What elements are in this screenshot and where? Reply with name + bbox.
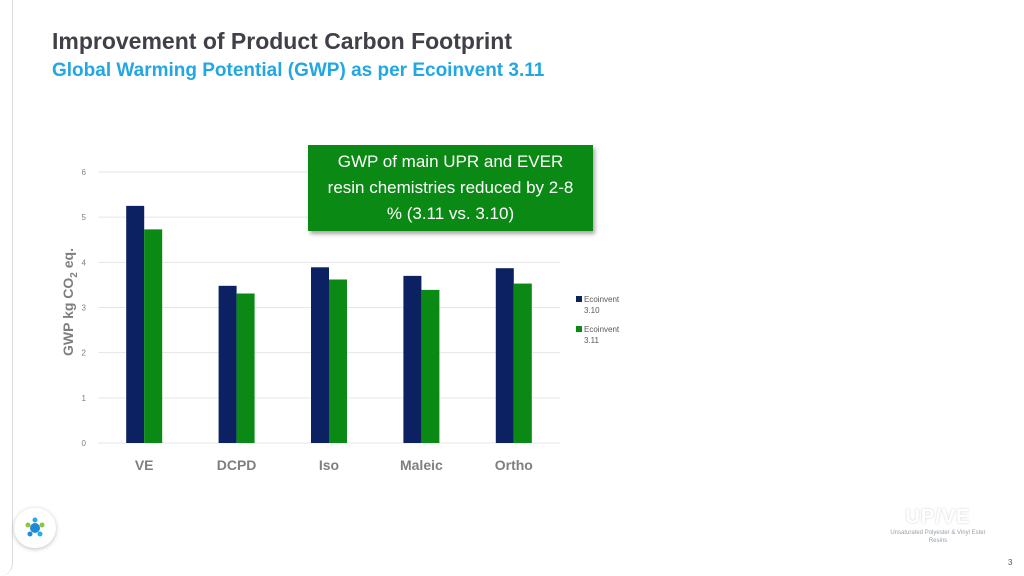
- bar-maleic-ecoinvent-310: [403, 275, 422, 443]
- callout-text: GWP of main UPR and EVER resin chemistri…: [327, 152, 574, 223]
- logo-tagline: Unsaturated Polyester & Vinyl Ester Resi…: [890, 530, 986, 544]
- bar-dcpd-ecoinvent-311: [236, 293, 255, 443]
- y-tick-label: 0: [82, 439, 87, 448]
- x-category-label: Iso: [319, 457, 339, 473]
- y-tick-label: 1: [82, 394, 87, 403]
- x-category-label: Ortho: [495, 457, 533, 473]
- bar-maleic-ecoinvent-311: [421, 289, 440, 443]
- bar-dcpd-ecoinvent-310: [218, 285, 237, 443]
- logo-wordmark: UP/VE: [905, 506, 971, 528]
- legend-swatch: [576, 326, 582, 332]
- legend-item: Ecoinvent 3.11: [576, 324, 636, 346]
- bar-iso-ecoinvent-311: [329, 279, 347, 443]
- y-axis-title: GWP kg CO2 eq.: [60, 248, 80, 356]
- x-category-label: DCPD: [217, 457, 257, 473]
- y-tick-label: 4: [82, 258, 87, 267]
- legend-swatch: [576, 296, 582, 302]
- y-tick-label: 3: [82, 304, 87, 313]
- bar-iso-ecoinvent-310: [311, 267, 329, 443]
- slide-frame-edge: [0, 0, 13, 576]
- bar-ortho-ecoinvent-311: [513, 283, 532, 443]
- y-tick-label: 2: [82, 349, 87, 358]
- callout-box: GWP of main UPR and EVER resin chemistri…: [308, 145, 593, 231]
- y-tick-label: 5: [82, 213, 87, 222]
- legend-label: Ecoinvent 3.11: [584, 325, 620, 345]
- legend-label: Ecoinvent 3.10: [584, 295, 620, 315]
- y-tick-label: 6: [82, 168, 87, 177]
- bar-ve-ecoinvent-311: [144, 229, 163, 443]
- bar-ve-ecoinvent-310: [126, 205, 145, 443]
- x-category-label: VE: [135, 457, 154, 473]
- nav-button[interactable]: [14, 508, 56, 548]
- bar-ortho-ecoinvent-310: [495, 268, 514, 443]
- chart-legend: Ecoinvent 3.10 Ecoinvent 3.11: [576, 294, 636, 354]
- page-number: 3: [1008, 558, 1013, 567]
- molecule-icon: [25, 517, 45, 537]
- legend-item: Ecoinvent 3.10: [576, 294, 636, 316]
- company-logo: UP/VE Unsaturated Polyester & Vinyl Este…: [890, 506, 986, 554]
- x-category-label: Maleic: [400, 457, 443, 473]
- page-title: Improvement of Product Carbon Footprint: [52, 28, 512, 54]
- page-subtitle: Global Warming Potential (GWP) as per Ec…: [52, 60, 545, 81]
